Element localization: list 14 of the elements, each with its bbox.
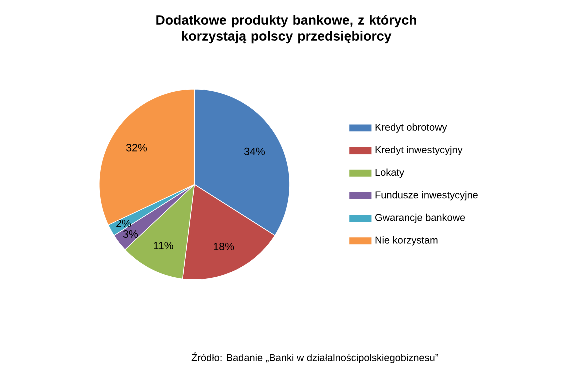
data-label: 2% — [116, 220, 132, 228]
legend-label: Nie korzystam — [376, 236, 438, 246]
data-label: 18% — [214, 242, 234, 250]
data-label: 34% — [244, 148, 266, 156]
data-label: 32% — [126, 144, 148, 152]
data-label: 11% — [154, 242, 174, 250]
legend-label: Gwarancje bankowe — [376, 214, 466, 224]
data-label: 3% — [123, 230, 138, 238]
legend-label: Lokaty — [376, 168, 404, 178]
legend-label: Fundusze inwestycyjne — [376, 191, 478, 201]
chart-title: Dodatkowe produkty bankowe, z których korzystają polscy przedsiębiorcy — [156, 15, 416, 44]
legend-label: Kredyt obrotowy — [376, 124, 448, 133]
legend-label: Kredyt inwestycyjny — [376, 146, 463, 156]
text: Źródło: Badanie „Banki w działalnościpolskiegobiznesu” — [192, 352, 438, 364]
